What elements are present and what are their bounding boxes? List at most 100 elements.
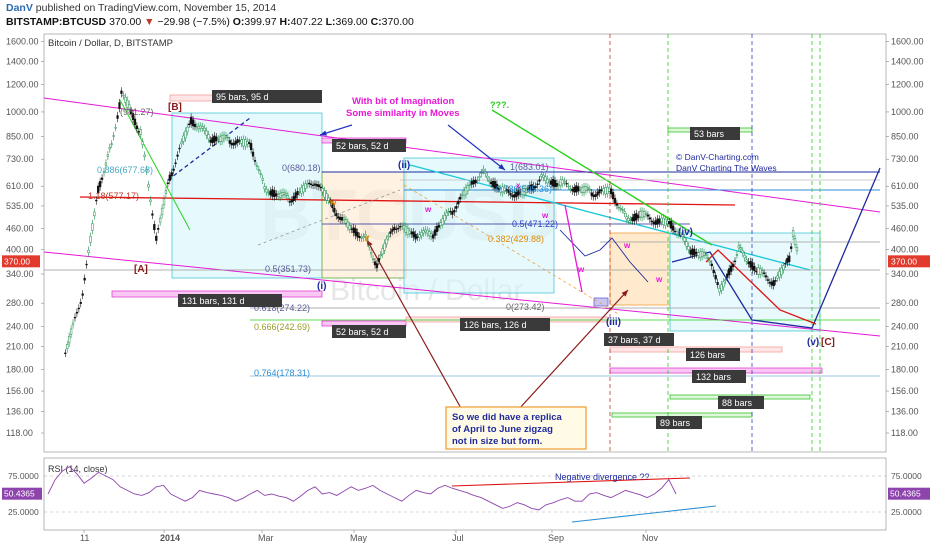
candle-body [284, 193, 288, 196]
candle-body [569, 188, 572, 190]
candle-body [509, 192, 512, 196]
candle-body [683, 237, 686, 242]
candle-body [189, 116, 193, 125]
candle-body [689, 249, 692, 255]
candle-body [114, 127, 117, 129]
channel-lower [43, 251, 881, 337]
candle-body [476, 179, 479, 182]
close-label: C: [370, 16, 382, 28]
candle-body [77, 307, 80, 310]
bar-count-label: 126 bars, 126 d [464, 320, 527, 330]
minor-wave-label: w [577, 265, 585, 274]
candle-body [774, 280, 777, 282]
price-chart[interactable]: 1600.00 1600.00 1400.00 1400.00 1200.00 1200.… [0, 30, 932, 550]
bar-count-label: 37 bars, 37 d [608, 335, 661, 345]
candle-body [478, 176, 481, 178]
candle-body [207, 134, 210, 140]
candle-body [691, 248, 694, 256]
y-tick-left: 1000.00 [6, 107, 39, 117]
bar-count-label: 131 bars, 131 d [182, 296, 245, 306]
candle-body [399, 226, 402, 228]
candle-body [468, 184, 471, 186]
fib-label: 0(273.42) [506, 302, 545, 312]
author-link[interactable]: DanV [6, 2, 33, 14]
candle-body [606, 186, 609, 195]
y-tick-left: 850.00 [6, 131, 34, 141]
candle-body [211, 137, 214, 144]
candle-body [706, 257, 710, 259]
candle-body [89, 236, 92, 243]
candle-body [309, 183, 313, 185]
candle-body [102, 171, 106, 174]
candle-body [524, 188, 528, 193]
candle-body [784, 263, 787, 265]
y-tick-left: 180.00 [6, 365, 34, 375]
wave-label: (i) [317, 281, 326, 292]
candle-body [459, 196, 462, 200]
bar-count-box [656, 416, 702, 429]
candle-body [480, 172, 483, 174]
candle-body [362, 236, 365, 239]
candle-body [91, 223, 94, 231]
candle-body [261, 178, 264, 181]
low-label: L: [325, 16, 336, 28]
candle-body [536, 183, 539, 186]
rsi-title: RSI (14, close) [48, 464, 108, 474]
y-tick-left: 136.00 [6, 407, 34, 417]
candle-body [369, 251, 373, 255]
candle-body [582, 186, 586, 193]
candle-body [66, 344, 69, 350]
candle-body [513, 194, 516, 198]
candle-body [176, 154, 179, 157]
candle-body [331, 203, 334, 209]
bar-count-box [604, 333, 674, 346]
candle-body [749, 261, 752, 268]
candle-body [712, 269, 715, 274]
candle-body [180, 141, 183, 145]
candle-body [697, 252, 700, 257]
wave-label: [A] [134, 264, 148, 275]
y-tick-right: 850.00 [891, 131, 919, 141]
down-arrow-icon: ▼ [144, 16, 155, 28]
candle-body [637, 214, 640, 219]
rsi-value-left: 50.4365 [4, 489, 35, 499]
candle-body [410, 231, 413, 235]
annotation-text: With bit of Imagination [352, 96, 454, 107]
x-tick-label: Nov [642, 533, 659, 543]
candle-body [757, 267, 760, 275]
candle-body [292, 196, 295, 201]
candle-body [741, 250, 744, 254]
candle-body [720, 284, 723, 291]
fib-label: 0.382(429.88) [488, 234, 544, 244]
last-price-tag-right [888, 255, 930, 268]
candle-body [319, 186, 322, 189]
candle-body [335, 213, 338, 217]
candle-body [302, 185, 305, 193]
candle-body [786, 258, 789, 263]
candle-body [178, 147, 181, 150]
x-tick-label: Sep [548, 533, 564, 543]
candle-body [559, 179, 562, 187]
candle-body [460, 194, 464, 197]
candle-body [377, 258, 381, 262]
candle-body [646, 214, 650, 217]
candle-body [220, 135, 224, 142]
candle-body [197, 125, 201, 130]
candle-body [149, 199, 152, 203]
candle-body [296, 191, 299, 196]
candle-body [455, 206, 458, 209]
candle-body [81, 293, 84, 296]
candle-body [356, 231, 359, 238]
candle-body [381, 248, 384, 255]
candle-body [108, 147, 111, 150]
green-trendline [491, 109, 713, 246]
candle-body [507, 190, 510, 193]
candle-body [366, 239, 369, 241]
symbol-label: BITSTAMP:BTCUSD [6, 16, 107, 28]
candle-body [439, 222, 442, 226]
open-label: O: [232, 16, 245, 28]
candle-body [280, 192, 284, 197]
candle-body [195, 126, 199, 129]
candle-body [594, 194, 597, 197]
candle-body [588, 188, 591, 191]
